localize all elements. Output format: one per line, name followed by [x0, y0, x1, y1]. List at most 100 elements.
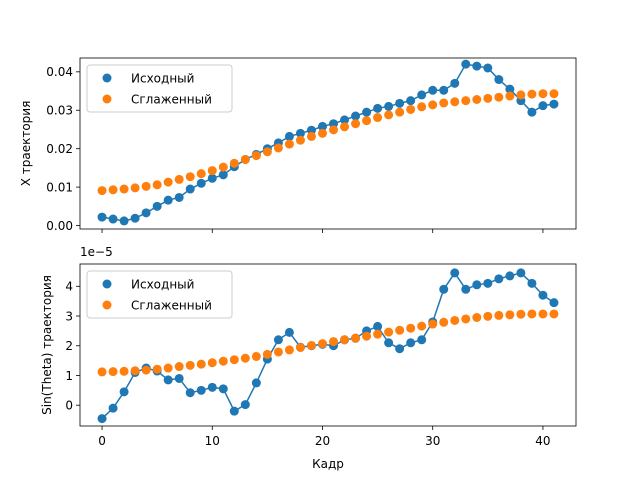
- data-point: [461, 59, 471, 69]
- data-point: [384, 110, 394, 120]
- data-point: [317, 339, 327, 349]
- data-point: [163, 363, 173, 373]
- y-tick-label: 0.00: [46, 219, 73, 233]
- data-point: [461, 96, 471, 106]
- data-point: [527, 309, 537, 319]
- data-point: [97, 186, 107, 196]
- data-point: [461, 284, 471, 294]
- data-point: [329, 337, 339, 347]
- data-point: [207, 382, 217, 392]
- data-point: [119, 387, 129, 397]
- data-point: [130, 366, 140, 376]
- data-point: [97, 414, 107, 424]
- data-point: [439, 284, 449, 294]
- data-point: [384, 338, 394, 348]
- data-point: [229, 158, 239, 168]
- data-point: [549, 298, 559, 308]
- data-point: [340, 335, 350, 345]
- data-point: [428, 85, 438, 95]
- data-point: [185, 184, 195, 194]
- data-point: [549, 99, 559, 109]
- data-point: [229, 406, 239, 416]
- data-point: [362, 116, 372, 126]
- data-point: [130, 213, 140, 223]
- data-point: [141, 365, 151, 375]
- data-point: [549, 309, 559, 319]
- data-point: [340, 115, 350, 125]
- y-tick-label: 0: [65, 398, 73, 412]
- data-point: [417, 102, 427, 112]
- data-point: [461, 314, 471, 324]
- data-point: [306, 125, 316, 135]
- data-point: [218, 170, 228, 180]
- data-point: [152, 201, 162, 211]
- data-point: [505, 84, 515, 94]
- data-point: [273, 335, 283, 345]
- data-point: [306, 340, 316, 350]
- data-point: [229, 355, 239, 365]
- legend-box: [86, 64, 233, 113]
- data-point: [163, 177, 173, 187]
- data-point: [284, 131, 294, 141]
- data-point: [384, 101, 394, 111]
- data-point: [516, 268, 526, 278]
- data-point: [406, 96, 416, 106]
- data-point: [406, 323, 416, 333]
- data-point: [218, 162, 228, 172]
- data-point: [373, 113, 383, 123]
- x-tick-label: 30: [425, 434, 440, 448]
- data-point: [362, 107, 372, 117]
- x-tick-label: 10: [205, 434, 220, 448]
- data-point: [483, 93, 493, 103]
- data-point: [450, 315, 460, 325]
- y-axis-label: X траектория: [19, 101, 33, 187]
- data-point: [428, 319, 438, 329]
- data-point: [174, 174, 184, 184]
- data-point: [218, 384, 228, 394]
- data-point: [417, 321, 427, 331]
- data-point: [538, 290, 548, 300]
- data-point: [494, 274, 504, 284]
- data-point: [251, 351, 261, 361]
- legend-marker: [102, 300, 112, 310]
- subplot-x-trajectory: 0.00 0.01 0.02 0.03 0.04 X траектория Исходный…: [19, 57, 577, 233]
- data-point: [174, 192, 184, 202]
- data-point: [152, 364, 162, 374]
- data-point: [174, 362, 184, 372]
- data-point: [251, 151, 261, 161]
- legend-marker: [102, 94, 112, 104]
- data-point: [284, 345, 294, 355]
- legend-label: Исходный: [131, 72, 194, 86]
- legend: Исходный Сглаженный: [86, 64, 233, 113]
- data-point: [483, 311, 493, 321]
- data-point: [439, 317, 449, 327]
- data-point: [351, 333, 361, 343]
- y-axis-label: Sin(Theta) траектория: [40, 275, 54, 415]
- x-tick-label: 20: [315, 434, 330, 448]
- axes-frame: [79, 263, 577, 427]
- data-point: [119, 184, 129, 194]
- data-point: [141, 208, 151, 218]
- legend-marker: [102, 73, 112, 83]
- data-point: [329, 119, 339, 129]
- data-point: [439, 85, 449, 95]
- x-tick-label: 0: [98, 434, 106, 448]
- series-smoothed: [97, 89, 559, 196]
- data-point: [450, 268, 460, 278]
- data-point: [240, 353, 250, 363]
- data-point: [428, 100, 438, 110]
- axes-frame: [79, 57, 577, 230]
- data-point: [494, 310, 504, 320]
- data-point: [240, 400, 250, 410]
- data-point: [240, 154, 250, 164]
- data-point: [516, 309, 526, 319]
- data-point: [505, 271, 515, 281]
- data-point: [306, 131, 316, 141]
- data-point: [163, 195, 173, 205]
- data-point: [351, 119, 361, 129]
- y-tick-label: 1: [65, 369, 73, 383]
- data-point: [329, 125, 339, 135]
- data-point: [262, 349, 272, 359]
- data-point: [538, 89, 548, 99]
